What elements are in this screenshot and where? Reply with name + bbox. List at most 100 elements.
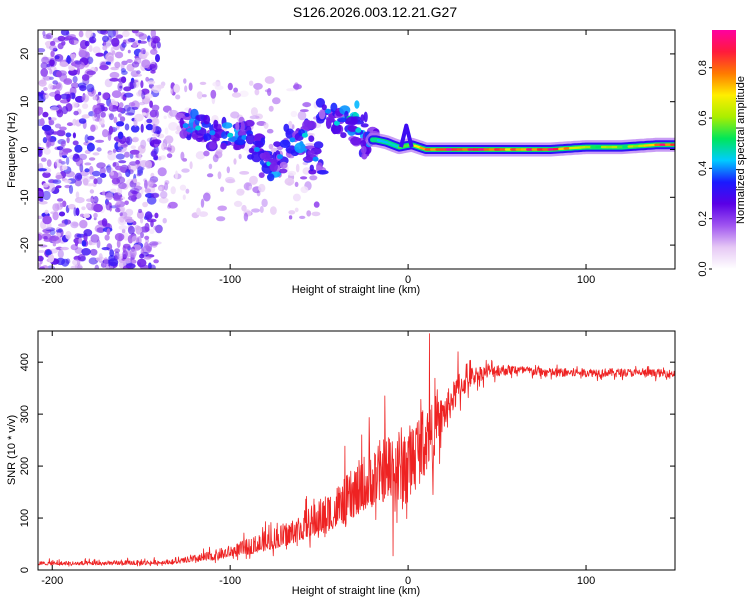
spectrogram-x-tick-label: -200 (41, 274, 63, 286)
spectrogram-speck (159, 155, 166, 160)
spectrogram-speck (182, 194, 186, 200)
spectrogram-speck (119, 215, 125, 223)
spectrogram-speck (129, 248, 137, 258)
spectrogram-blob (273, 141, 281, 148)
spectrogram-blob-core (289, 137, 296, 143)
spectrogram-speck (199, 81, 207, 85)
spectrogram-speck (84, 40, 90, 47)
spectrogram-speck (220, 186, 225, 192)
spectrogram-speck (95, 139, 105, 143)
spectrogram-blob (244, 119, 255, 127)
colorbar-label: Normalized spectral amplitude (735, 76, 747, 224)
spectrogram-speck (126, 59, 133, 63)
spectrogram-speck (311, 211, 321, 217)
spectrogram-speck (170, 186, 176, 195)
spectrogram-speck (70, 53, 76, 59)
spectrogram-speck (299, 215, 306, 219)
spectrogram-speck (144, 179, 148, 189)
spectrogram-speck (45, 227, 56, 232)
spectrogram-blob (213, 119, 219, 128)
spectrogram-speck (212, 81, 221, 87)
spectrogram-speck (157, 167, 167, 177)
spectrogram-speck (76, 174, 83, 180)
spectrogram-speck (149, 241, 159, 246)
spectrogram-speck (94, 264, 100, 269)
spectrogram-speck (46, 140, 50, 149)
spectrogram-speck (38, 146, 43, 155)
spectrogram-speck (136, 173, 141, 177)
spectrogram-speck (46, 159, 52, 167)
spectrogram-speck (138, 152, 142, 161)
spectrogram-speck (124, 123, 130, 131)
spectrogram-heatmap (38, 30, 675, 269)
colorbar-tick-label: 0.6 (697, 110, 709, 125)
spectrogram-speck (128, 102, 136, 107)
spectrogram-speck (114, 248, 120, 253)
spectrogram-speck (130, 77, 135, 83)
spectrogram-speck (90, 124, 96, 132)
spectrogram-speck (93, 212, 98, 219)
spectrogram-speck (48, 83, 53, 90)
spectrogram-speck (149, 64, 156, 69)
spectrogram-blob (182, 115, 193, 121)
spectrogram-speck (111, 37, 120, 47)
spectrogram-speck (140, 80, 144, 89)
colorbar-tick-label: 0.4 (697, 161, 709, 176)
spectrogram-speck (119, 253, 123, 260)
spectrogram-speck (39, 79, 46, 85)
spectrogram-speck (103, 257, 109, 267)
spectrogram-speck (52, 211, 59, 221)
spectrogram-speck (114, 251, 120, 260)
spectrogram-speck (123, 243, 131, 249)
spectrogram-speck (128, 81, 137, 90)
spectrogram-speck (101, 218, 108, 227)
spectrogram-speck (132, 136, 139, 143)
spectrogram-speck (144, 188, 152, 194)
spectrogram-speck (140, 139, 147, 149)
spectrogram-speck (52, 203, 60, 212)
spectrogram-speck (57, 249, 64, 259)
spectrogram-blob (363, 111, 368, 123)
spectrogram-x-ticks: -200 -100 0 100 (41, 30, 595, 286)
spectrogram-speck (135, 31, 145, 37)
spectrogram-speck (61, 154, 68, 159)
spectrogram-speck (40, 68, 48, 77)
spectrogram-speck (48, 179, 59, 184)
spectrogram-speck (261, 198, 268, 208)
spectrogram-speck (128, 189, 138, 199)
spectrogram-speck (38, 200, 48, 205)
spectrogram-blob (186, 132, 192, 141)
spectrogram-x-label: Height of straight line (km) (292, 284, 420, 296)
spectrogram-speck (57, 198, 64, 202)
spectrogram-speck (123, 104, 131, 112)
spectrogram-speck (203, 192, 211, 202)
spectrogram-blob (278, 168, 288, 174)
spectrogram-speck (41, 124, 52, 132)
spectrogram-speck (60, 93, 71, 100)
spectrogram-speck (55, 229, 63, 233)
spectrogram-blob (184, 112, 190, 117)
spectrogram-speck (292, 84, 302, 90)
spectrogram-speck (38, 79, 47, 87)
spectrogram-speck (71, 82, 80, 89)
snr-y-ticks: 0 100 200 300 400 (19, 353, 675, 573)
spectrogram-speck (106, 164, 112, 174)
spectrogram-speck (72, 132, 76, 139)
spectrogram-speck (81, 240, 87, 247)
spectrogram-speck (306, 210, 312, 217)
spectrogram-blob (259, 160, 264, 165)
spectrogram-speck (135, 225, 143, 235)
spectrogram-speck (105, 192, 114, 201)
spectrogram-speck (159, 186, 163, 191)
chart-title: S126.2026.003.12.21.G27 (293, 4, 457, 20)
snr-series-line (38, 333, 675, 567)
spectrogram-speck (38, 255, 44, 262)
spectrogram-speck (217, 171, 222, 180)
spectrogram-speck (79, 219, 88, 229)
spectrogram-speck (133, 185, 142, 191)
spectrogram-speck (98, 253, 103, 261)
spectrogram-speck (264, 76, 275, 84)
spectrogram-speck (49, 44, 57, 51)
spectrogram-speck (55, 185, 62, 189)
spectrogram-speck (297, 110, 307, 121)
